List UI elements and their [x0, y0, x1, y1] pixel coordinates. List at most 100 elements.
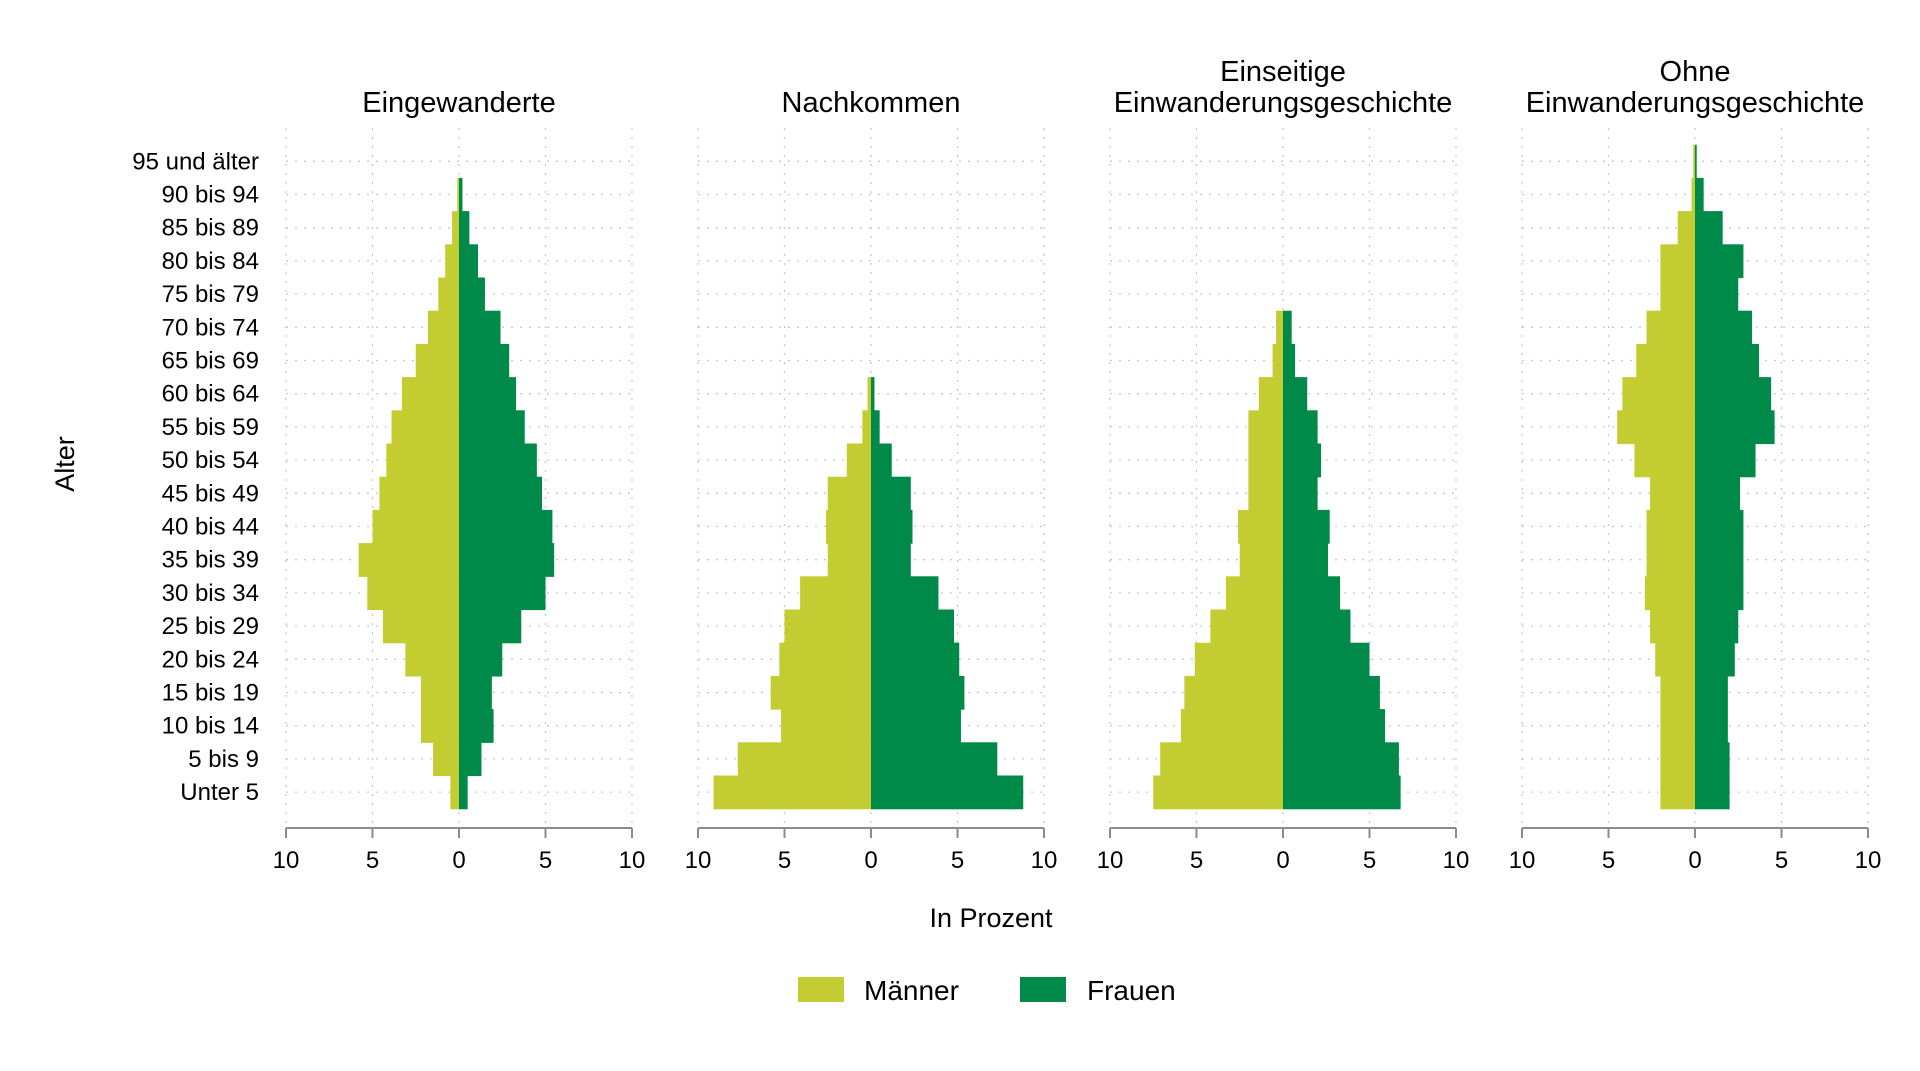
- panel-title: Nachkommen: [782, 87, 961, 119]
- bar-frauen: [1695, 177, 1704, 212]
- age-label: 80 bis 84: [162, 248, 259, 275]
- bar-frauen: [871, 576, 939, 611]
- bar-frauen: [1283, 410, 1318, 445]
- x-tick-label: 5: [1602, 847, 1615, 874]
- bar-maenner: [800, 576, 871, 611]
- panel-title: Einseitige: [1220, 56, 1346, 88]
- bar-frauen: [1695, 675, 1728, 710]
- bar-maenner: [450, 775, 459, 810]
- bar-frauen: [1695, 775, 1730, 810]
- x-tick-label: 0: [452, 847, 465, 874]
- bar-frauen: [459, 410, 525, 445]
- x-tick-label: 10: [1097, 847, 1124, 874]
- bar-maenner: [452, 211, 459, 245]
- bar-maenner: [846, 443, 871, 478]
- bar-frauen: [871, 509, 913, 544]
- bar-frauen: [1695, 377, 1772, 411]
- bar-maenner: [386, 443, 459, 478]
- bar-maenner: [827, 543, 871, 577]
- bar-frauen: [1283, 443, 1322, 478]
- x-tick-label: 10: [1855, 847, 1882, 874]
- bar-maenner: [391, 410, 459, 445]
- panel-1: [358, 177, 555, 810]
- age-label: 75 bis 79: [162, 281, 259, 308]
- bar-frauen: [871, 609, 955, 644]
- bar-frauen: [1695, 642, 1735, 677]
- x-tick-label: 5: [1190, 847, 1203, 874]
- bar-maenner: [827, 476, 871, 511]
- bar-frauen: [459, 576, 546, 611]
- bar-frauen: [1695, 742, 1730, 777]
- bar-maenner: [781, 709, 871, 743]
- x-tick-label: 5: [778, 847, 791, 874]
- bar-maenner: [457, 177, 459, 212]
- bar-frauen: [459, 244, 479, 279]
- bar-frauen: [459, 277, 485, 312]
- bar-maenner: [1650, 609, 1695, 644]
- panel-title: Eingewanderte: [362, 87, 555, 119]
- bar-frauen: [459, 443, 537, 478]
- bar-maenner: [867, 377, 871, 411]
- x-tick-label: 0: [1276, 847, 1289, 874]
- bar-maenner: [405, 642, 459, 677]
- bar-frauen: [1695, 244, 1744, 279]
- legend-label: Männer: [864, 975, 959, 1006]
- bar-maenner: [1238, 509, 1283, 544]
- bar-maenner: [427, 310, 459, 345]
- bar-frauen: [871, 709, 961, 743]
- bar-maenner: [1646, 310, 1695, 345]
- bar-frauen: [1283, 642, 1370, 677]
- bar-frauen: [871, 775, 1024, 810]
- bar-frauen: [1695, 576, 1744, 611]
- x-tick-label: 5: [366, 847, 379, 874]
- bar-maenner: [1660, 742, 1695, 777]
- age-label: 90 bis 94: [162, 182, 259, 209]
- bar-frauen: [1283, 543, 1328, 577]
- panel-2: [713, 377, 1024, 810]
- x-tick-label: 5: [539, 847, 552, 874]
- age-label: Unter 5: [180, 779, 259, 806]
- age-label: 30 bis 34: [162, 580, 259, 607]
- bar-maenner: [1622, 377, 1695, 411]
- x-tick-label: 0: [864, 847, 877, 874]
- legend-swatch: [798, 977, 844, 1002]
- bar-maenner: [1660, 277, 1695, 312]
- bars-layer: [358, 144, 1775, 810]
- bar-maenner: [438, 277, 459, 312]
- labels-layer: 10 5 0 5 10 10 5 0 5 10 10 5 0 5 10 10 5 0 5 10 Eingewandert…: [50, 56, 1881, 933]
- bar-frauen: [1283, 775, 1401, 810]
- age-label: 25 bis 29: [162, 613, 259, 640]
- bar-maenner: [1276, 310, 1283, 345]
- bar-frauen: [459, 476, 543, 511]
- bar-frauen: [1695, 609, 1739, 644]
- bar-frauen: [1695, 709, 1728, 743]
- bar-maenner: [784, 609, 871, 644]
- bar-frauen: [459, 775, 468, 810]
- bar-maenner: [1691, 177, 1695, 212]
- bar-frauen: [1283, 742, 1399, 777]
- bar-frauen: [459, 509, 553, 544]
- bar-maenner: [1617, 410, 1695, 445]
- y-axis-title: Alter: [50, 436, 80, 492]
- axes-layer: [285, 827, 1869, 838]
- bar-maenner: [420, 709, 459, 743]
- bar-maenner: [445, 244, 459, 279]
- bar-frauen: [1283, 576, 1341, 611]
- bar-maenner: [379, 476, 459, 511]
- bar-frauen: [871, 377, 875, 411]
- age-label: 45 bis 49: [162, 480, 259, 507]
- x-tick-label: 10: [1509, 847, 1536, 874]
- bar-frauen: [1695, 277, 1739, 312]
- bar-frauen: [1695, 543, 1744, 577]
- bar-maenner: [1636, 343, 1695, 378]
- bar-maenner: [1693, 144, 1695, 179]
- bar-frauen: [1695, 410, 1775, 445]
- bar-frauen: [1283, 476, 1318, 511]
- x-tick-label: 10: [273, 847, 300, 874]
- bar-maenner: [1646, 509, 1695, 544]
- bar-maenner: [1239, 543, 1283, 577]
- bar-maenner: [737, 742, 871, 777]
- bar-maenner: [1210, 609, 1283, 644]
- bar-frauen: [1283, 310, 1292, 345]
